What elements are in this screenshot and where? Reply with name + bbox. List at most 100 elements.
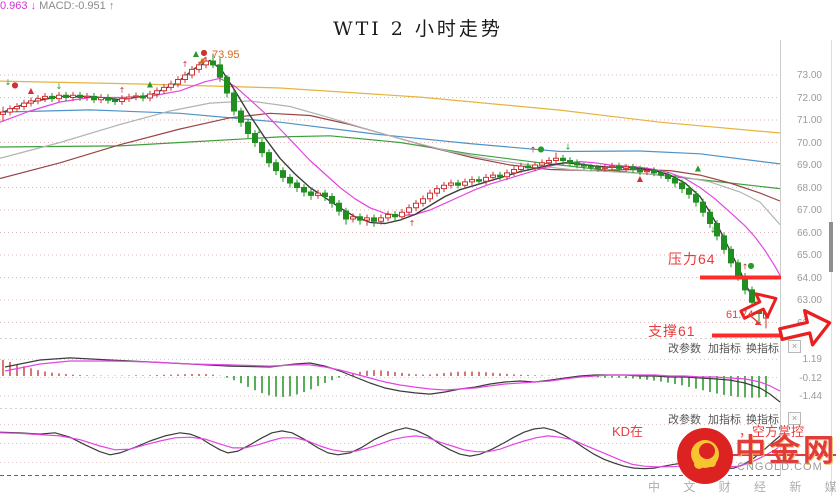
macd-add-indicator-button[interactable]: 加指标 [708, 343, 741, 355]
candle-body [609, 165, 615, 168]
candle-body [679, 182, 685, 190]
candle-body [672, 178, 678, 184]
candle-body [259, 142, 265, 154]
candle-body [0, 111, 6, 115]
scrollbar-thumb[interactable] [829, 222, 833, 272]
price-axis-label: 68.00 [796, 182, 822, 194]
signal-marker: ▲ [193, 49, 200, 58]
candle-body [588, 165, 594, 168]
support-label: 支撑61 [648, 323, 696, 339]
candle-body [294, 182, 300, 188]
candle-body [245, 121, 251, 134]
price-axis-label: 69.00 [796, 160, 822, 171]
macd-axis-label: -0.12 [799, 372, 822, 384]
peak-price-label: 73.95 [212, 49, 240, 61]
candle-body [196, 64, 202, 70]
candle-body [210, 60, 216, 66]
candle-body [336, 202, 342, 212]
candle-body [63, 94, 69, 98]
candle-body [119, 98, 125, 103]
candle-body [231, 92, 237, 112]
candle-body [539, 162, 545, 166]
candle-body [343, 210, 349, 220]
price-line [0, 59, 763, 314]
price-axis-label: 65.00 [796, 250, 822, 261]
kd-note-left: KD在 [612, 424, 644, 439]
peak-pointer-head [199, 58, 205, 64]
macd-close-icon[interactable]: × [788, 340, 801, 353]
signal-marker: ↑ [182, 60, 189, 69]
candle-body [476, 179, 482, 182]
candle-body [112, 99, 118, 103]
candle-body [497, 174, 503, 178]
candle-body [147, 93, 153, 99]
candle-body [189, 68, 195, 76]
candle-body [651, 170, 657, 174]
candle-body [574, 162, 580, 166]
candle-body [644, 170, 650, 173]
signal-marker: ↓ [5, 78, 12, 87]
hand-drawn-arrows [739, 292, 832, 347]
candle-body [49, 95, 55, 100]
candle-body [105, 97, 111, 101]
candle-body [42, 95, 48, 100]
dif-value: 0.963 [0, 0, 28, 12]
candle-body [700, 201, 706, 213]
signal-marker: ● [12, 80, 19, 89]
candle-body [301, 187, 307, 193]
candle-body [175, 79, 181, 85]
price-axis-label: 64.00 [796, 272, 822, 284]
kd-change-param-button[interactable]: 改参数 [668, 414, 701, 426]
panel-separators [0, 338, 780, 476]
candle-body [126, 96, 132, 100]
signal-marker: ● [748, 261, 755, 270]
kd-note-right: ，空方掌控 [739, 424, 805, 439]
price-axis-label: 67.00 [796, 205, 822, 216]
candle-body [462, 181, 468, 186]
kd-close-icon[interactable]: × [788, 412, 801, 425]
candle-body [364, 217, 370, 221]
macd-switch-indicator-button[interactable]: 换指标 [746, 343, 779, 355]
candle-body [133, 95, 139, 98]
macd-change-param-button[interactable]: 改参数 [668, 343, 701, 355]
watermark-brand: 中金网 [735, 433, 836, 468]
signal-marker: ● [201, 48, 208, 57]
candle-body [623, 166, 629, 169]
candle-body [434, 188, 440, 194]
candle-body [287, 176, 293, 184]
candle-body [322, 192, 328, 197]
candle-body [728, 248, 734, 264]
kd-add-indicator-button[interactable]: 加指标 [708, 414, 741, 426]
candle-body [511, 169, 517, 174]
candle-body [532, 164, 538, 169]
candle-body [357, 216, 363, 221]
macd-dif-line [4, 357, 781, 403]
candle-body [686, 188, 692, 195]
signal-marker: ↑ [530, 146, 537, 155]
signal-marker: ↓ [565, 142, 572, 151]
candle-body [714, 223, 720, 237]
resistance-label: 压力64 [668, 251, 716, 267]
kd-switch-indicator-button[interactable]: 换指标 [746, 414, 779, 426]
ma-magenta [0, 77, 781, 276]
candle-body [637, 169, 643, 173]
page-title: WTI 2 小时走势 [333, 18, 503, 40]
candle-body [56, 94, 62, 100]
candle-body [490, 174, 496, 178]
candle-body [658, 172, 664, 176]
candle-body [420, 198, 426, 204]
down-arrow-icon: ↓ [30, 0, 37, 12]
candle-body [224, 76, 230, 94]
candle-body [168, 83, 174, 88]
candle-body [252, 133, 258, 143]
candle-body [518, 165, 524, 170]
watermark-domain: CNGOLD.COM [737, 461, 823, 473]
signal-marker: ▲ [147, 79, 154, 88]
price-axis-label: 63.00 [796, 295, 822, 306]
ma-blue [0, 109, 781, 165]
candle-body [98, 97, 104, 101]
candle-body [721, 235, 727, 250]
candle-body [308, 191, 314, 196]
candle-body [14, 106, 20, 110]
